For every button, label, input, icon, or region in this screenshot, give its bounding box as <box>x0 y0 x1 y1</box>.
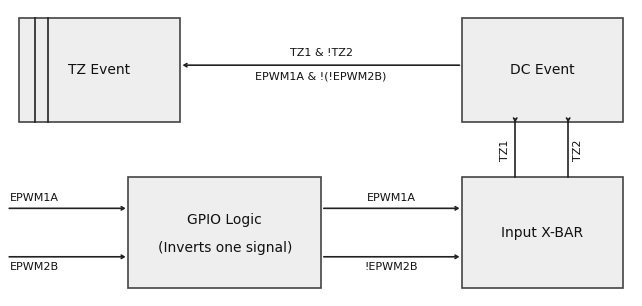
Text: EPWM1A: EPWM1A <box>367 193 416 203</box>
Text: EPWM1A & !(!EPWM2B): EPWM1A & !(!EPWM2B) <box>256 72 386 82</box>
Text: (Inverts one signal): (Inverts one signal) <box>157 241 292 255</box>
Bar <box>128 177 321 288</box>
Text: EPWM1A: EPWM1A <box>10 193 58 203</box>
Text: !EPWM2B: !EPWM2B <box>365 262 419 272</box>
Text: EPWM2B: EPWM2B <box>10 262 59 272</box>
Text: DC Event: DC Event <box>510 63 575 77</box>
Text: TZ1: TZ1 <box>500 139 510 161</box>
Bar <box>462 18 623 122</box>
Text: TZ1 & !TZ2: TZ1 & !TZ2 <box>290 48 352 58</box>
Text: TZ Event: TZ Event <box>69 63 130 77</box>
Bar <box>19 18 180 122</box>
Text: TZ2: TZ2 <box>573 139 584 161</box>
Text: GPIO Logic: GPIO Logic <box>187 213 262 227</box>
Bar <box>462 177 623 288</box>
Text: Input X-BAR: Input X-BAR <box>501 226 584 240</box>
